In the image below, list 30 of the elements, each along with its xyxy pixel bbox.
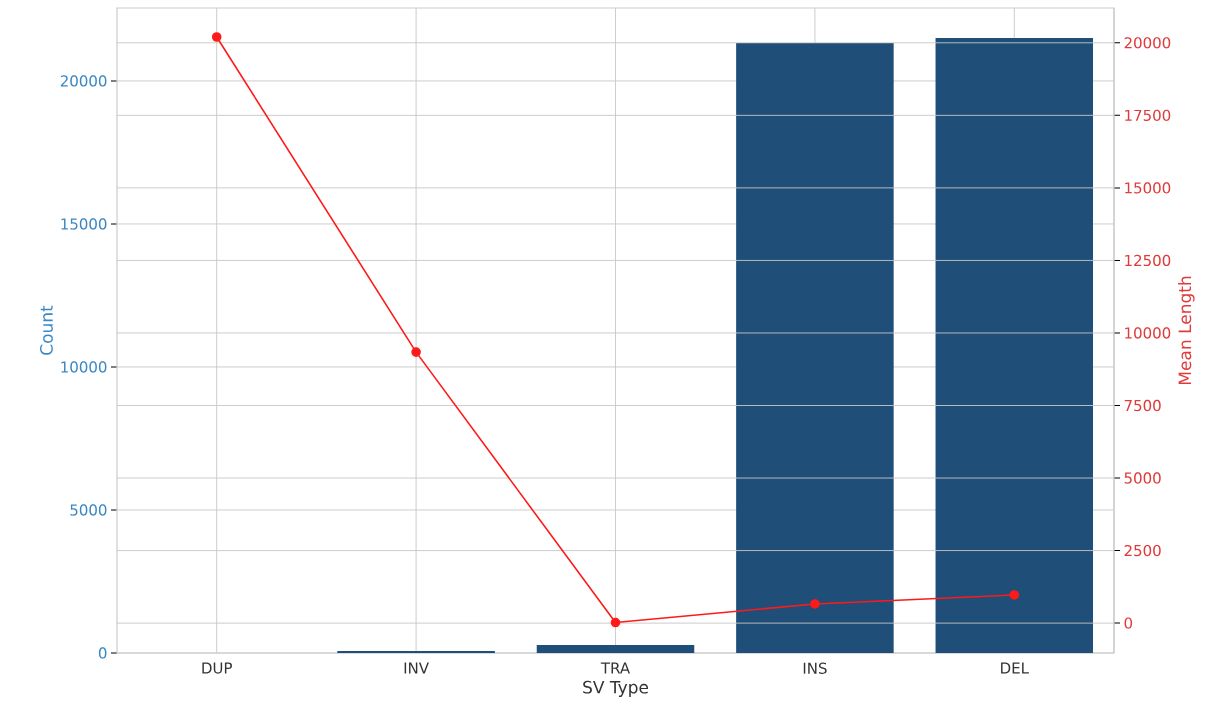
y2-tick-label: 17500	[1125, 109, 1171, 122]
point	[1009, 590, 1020, 600]
y2-tick-label: 10000	[1125, 327, 1171, 339]
bar	[536, 644, 695, 653]
y2-tick-label: 2500	[1124, 544, 1161, 557]
x-tick-label: INV	[404, 662, 429, 674]
y-axis-title: Count	[40, 305, 53, 355]
y2-axis-title: Mean Length	[1178, 276, 1195, 385]
y2-tick-label: 20000	[1124, 37, 1171, 49]
point	[211, 32, 222, 42]
y-tick-label: 10000	[61, 361, 107, 373]
x-tick-label: DEL	[1001, 662, 1029, 674]
point	[411, 347, 421, 357]
y2-tick-label: 7500	[1124, 399, 1161, 412]
bar	[736, 42, 894, 653]
point	[810, 599, 820, 609]
y2-tick-label: 0	[1124, 617, 1133, 629]
x-axis-title: SV Type	[583, 680, 649, 697]
x-tick-label: TRA	[600, 662, 630, 674]
x-tick-label: DUP	[202, 662, 232, 674]
point	[610, 617, 621, 628]
x-tick-label: INS	[803, 662, 827, 674]
y2-tick-label: 12500	[1125, 254, 1171, 267]
y2-tick-label: 5000	[1124, 472, 1161, 484]
y-tick-label: 5000	[70, 504, 107, 516]
y2-tick-label: 15000	[1125, 182, 1171, 194]
y-tick-label: 0	[98, 647, 107, 659]
y-tick-label: 20000	[60, 75, 107, 87]
bar	[935, 38, 1094, 653]
y-tick-label: 15000	[61, 218, 107, 230]
